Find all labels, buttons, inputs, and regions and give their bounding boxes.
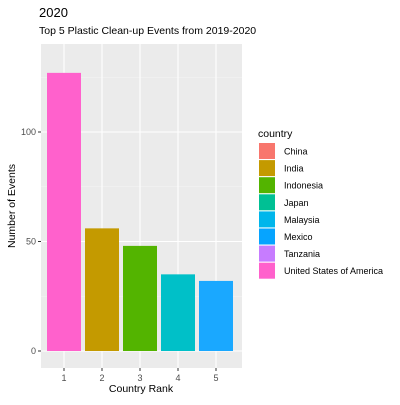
y-tick-label: 0 xyxy=(31,346,36,356)
x-axis-label: Country Rank xyxy=(109,383,174,395)
legend-label: India xyxy=(284,164,304,174)
legend-swatch xyxy=(259,177,275,194)
legend-label: United States of America xyxy=(284,266,383,276)
legend-label: Japan xyxy=(284,198,309,208)
y-tick-label: 50 xyxy=(26,237,36,247)
bar-rank-5 xyxy=(199,280,233,351)
bar-rank-2 xyxy=(85,228,119,351)
legend-title: country xyxy=(258,128,293,140)
x-tick-label: 1 xyxy=(61,373,66,383)
x-axis-ticks: 1 2 3 4 5 xyxy=(61,368,219,383)
chart-title: 2020 xyxy=(39,5,68,20)
x-tick-label: 5 xyxy=(213,373,218,383)
legend-label: Malaysia xyxy=(284,215,320,225)
legend-swatch xyxy=(259,143,275,159)
y-axis-ticks: 0 50 100 xyxy=(21,127,41,356)
y-tick-label: 100 xyxy=(21,127,36,137)
legend-label: Tanzania xyxy=(284,249,320,259)
bar-rank-1 xyxy=(47,72,81,352)
legend-swatch xyxy=(259,211,275,228)
legend-label: China xyxy=(284,147,308,157)
legend: country China India Indonesia Japan Malaysia… xyxy=(258,128,383,279)
legend-swatch xyxy=(259,228,275,245)
legend-label: Indonesia xyxy=(284,181,323,191)
y-axis-label: Number of Events xyxy=(6,164,18,248)
legend-swatch xyxy=(259,262,275,279)
legend-label: Mexico xyxy=(284,232,313,242)
bar-rank-4 xyxy=(161,274,195,351)
legend-swatch xyxy=(259,245,275,262)
chart-subtitle: Top 5 Plastic Clean-up Events from 2019-… xyxy=(39,25,256,37)
legend-swatch xyxy=(259,194,275,211)
bar-rank-3 xyxy=(123,245,157,351)
x-tick-label: 3 xyxy=(137,373,142,383)
x-tick-label: 4 xyxy=(175,373,180,383)
legend-swatch xyxy=(259,160,275,177)
bars xyxy=(47,72,233,352)
x-tick-label: 2 xyxy=(99,373,104,383)
